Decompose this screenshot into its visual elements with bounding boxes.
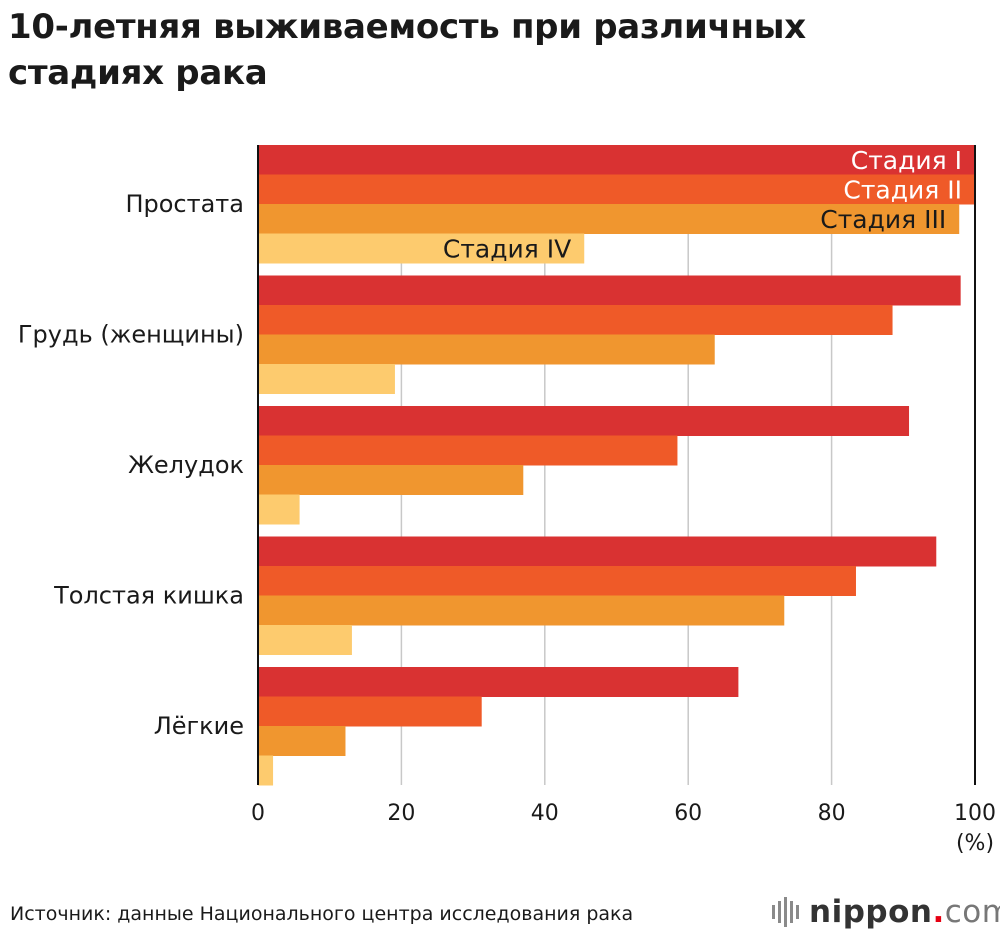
x-tick-label: 80 [818,801,846,826]
bar-2-4 [258,364,395,394]
bar-2-2 [258,305,893,335]
category-label: Грудь (женщины) [18,321,244,349]
bar-1-1 [258,145,975,175]
nippon-logo-icon [772,897,799,927]
bar-chart: Простата Грудь (женщины) Желудок Толстая ки… [18,145,996,856]
bar-4-4 [258,625,352,655]
chart-title-line-2: стадиях рака [8,53,268,93]
x-tick-label: 40 [531,801,559,826]
chart-title: 10-летняя выживаемость при различных ста… [8,4,968,96]
bar-5-2 [258,696,482,727]
bar-2-3 [258,334,715,365]
bar-5-3 [258,726,346,756]
logo-dot: . [932,894,945,930]
category-label: Желудок [128,451,244,479]
bar-4-3 [258,595,785,626]
bar-3-3 [258,465,524,495]
bar-3-4 [258,494,300,525]
category-label: Простата [125,190,244,218]
x-unit-label: (%) [956,831,994,856]
x-tick-label: 20 [387,801,415,826]
bar-5-1 [258,667,739,697]
bar-1-2 [258,174,975,205]
category-label: Толстая кишка [53,582,244,610]
bar-5-4 [258,755,274,786]
source-note: Источник: данные Национального центра ис… [10,903,634,925]
bar-3-1 [258,406,910,436]
bar-2-1 [258,275,961,306]
bar-1-3 [258,204,960,234]
bar-4-2 [258,566,856,596]
x-tick-label: 100 [954,801,996,826]
legend-label-3: Стадия III [820,205,946,234]
logo-brand: nippon [809,894,933,930]
bar-1-4 [258,233,585,264]
chart-title-line-1: 10-летняя выживаемость при различных [8,7,806,47]
bar-3-2 [258,435,678,466]
bar-4-1 [258,536,937,567]
category-label: Лёгкие [154,712,244,740]
logo-domain: com [944,894,1000,930]
x-tick-label: 0 [251,801,265,826]
x-tick-label: 60 [674,801,702,826]
legend-label-1: Стадия I [851,146,962,175]
nippon-logo: nippon. com [772,894,1000,930]
legend-label-4: Стадия IV [443,234,571,263]
legend-label-2: Стадия II [843,175,962,204]
